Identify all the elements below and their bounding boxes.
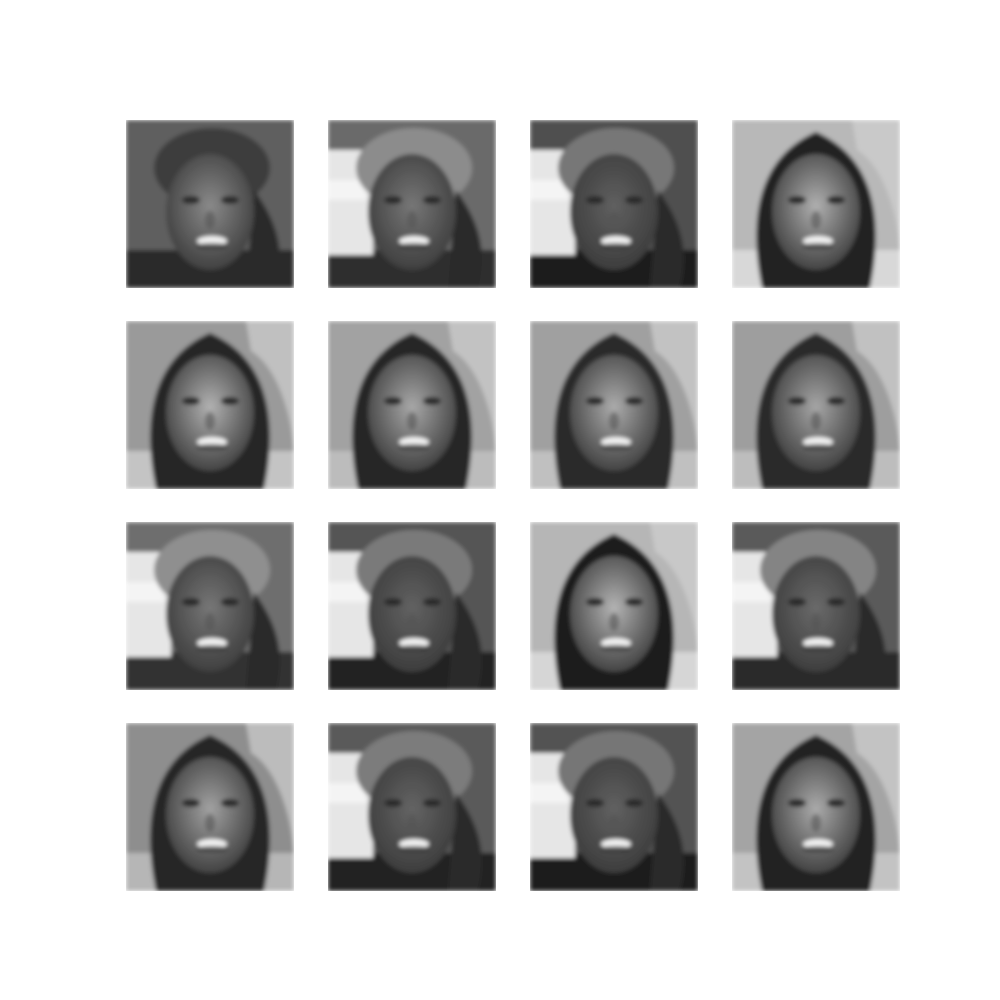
face-sample-image <box>126 723 294 891</box>
face-sample-image <box>328 120 496 288</box>
face-sample-tile <box>126 120 294 288</box>
face-sample-tile <box>530 120 698 288</box>
face-sample-image <box>530 321 698 489</box>
face-sample-tile <box>732 723 900 891</box>
face-sample-tile <box>732 522 900 690</box>
face-sample-tile <box>328 120 496 288</box>
face-sample-tile <box>732 321 900 489</box>
face-sample-tile <box>530 522 698 690</box>
face-sample-tile <box>126 723 294 891</box>
face-sample-image <box>732 120 900 288</box>
face-sample-image <box>530 120 698 288</box>
face-sample-image <box>126 321 294 489</box>
face-sample-tile <box>126 321 294 489</box>
face-sample-image <box>732 321 900 489</box>
face-sample-image <box>530 522 698 690</box>
face-sample-tile <box>328 321 496 489</box>
face-sample-image <box>732 723 900 891</box>
face-sample-tile <box>328 522 496 690</box>
face-sample-tile <box>530 321 698 489</box>
face-sample-image <box>328 321 496 489</box>
face-sample-image <box>126 522 294 690</box>
face-sample-image <box>126 120 294 288</box>
face-sample-tile <box>530 723 698 891</box>
face-sample-image <box>732 522 900 690</box>
face-sample-image <box>328 723 496 891</box>
face-sample-tile <box>732 120 900 288</box>
face-sample-image <box>328 522 496 690</box>
face-sample-tile <box>328 723 496 891</box>
face-sample-tile <box>126 522 294 690</box>
face-sample-image <box>530 723 698 891</box>
